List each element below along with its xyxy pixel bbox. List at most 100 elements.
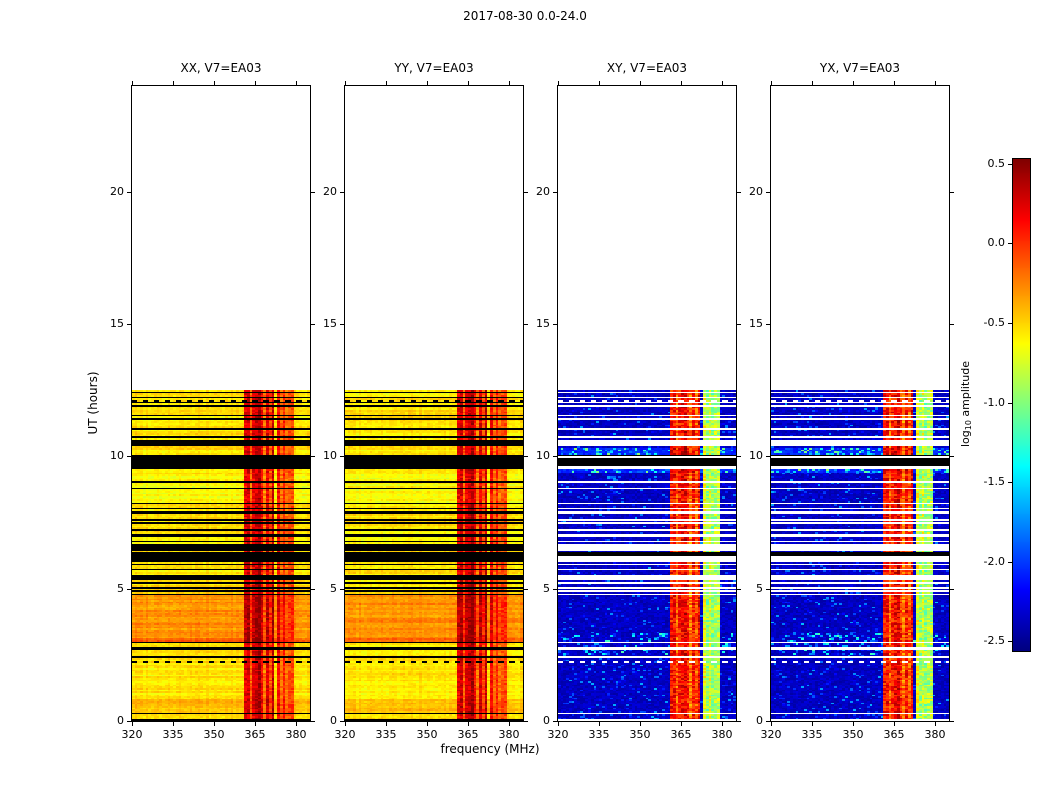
x-tick-mark: [640, 722, 641, 726]
y-tick-label: 20: [110, 185, 124, 198]
x-tick-label: 320: [121, 728, 143, 741]
colorbar-tick-label: -1.0: [983, 396, 1005, 409]
y-tick-mark: [127, 589, 131, 590]
x-tick-mark: [558, 722, 559, 726]
x-tick-label: 365: [457, 728, 479, 741]
y-tick-mark: [553, 456, 557, 457]
x-tick-label: 335: [375, 728, 397, 741]
y-tick-mark: [766, 721, 770, 722]
subplot-yy-axes: 320 335 350 365 380 0 5 10 15 20: [323, 81, 528, 741]
y-tick-mark: [127, 456, 131, 457]
x-tick-mark: [599, 81, 600, 85]
y-tick-mark: [340, 456, 344, 457]
x-tick-label: 320: [760, 728, 782, 741]
colorbar-tick-label: -2.5: [983, 634, 1005, 647]
y-tick-mark: [553, 721, 557, 722]
y-tick-label: 5: [330, 582, 337, 595]
y-tick-mark: [311, 324, 315, 325]
y-tick-label: 10: [323, 449, 337, 462]
x-tick-mark: [255, 722, 256, 726]
x-tick-mark: [173, 722, 174, 726]
x-tick-mark: [132, 722, 133, 726]
x-tick-mark: [812, 81, 813, 85]
colorbar-tick-label: 0.5: [987, 157, 1006, 170]
y-tick-mark: [950, 721, 954, 722]
x-tick-mark: [935, 81, 936, 85]
x-tick-label: 335: [162, 728, 184, 741]
x-tick-mark: [681, 722, 682, 726]
colorbar-label-sub: 10: [964, 420, 973, 431]
y-tick-label: 5: [117, 582, 124, 595]
x-tick-mark: [427, 722, 428, 726]
y-tick-mark: [737, 456, 741, 457]
colorbar-tick-mark: [1008, 641, 1012, 642]
x-tick-mark: [468, 81, 469, 85]
x-tick-mark: [853, 81, 854, 85]
x-tick-mark: [345, 722, 346, 726]
x-tick-label: 320: [334, 728, 356, 741]
y-tick-mark: [553, 324, 557, 325]
y-tick-mark: [950, 192, 954, 193]
y-tick-mark: [524, 721, 528, 722]
y-tick-mark: [950, 456, 954, 457]
colorbar-label: log10 amplitude: [959, 361, 973, 447]
y-tick-mark: [766, 456, 770, 457]
subplot-yx-heatmap: [771, 390, 949, 721]
y-tick-label: 20: [749, 185, 763, 198]
y-tick-label: 15: [323, 317, 337, 330]
x-tick-mark: [296, 81, 297, 85]
x-tick-mark: [214, 722, 215, 726]
subplot-xy-heatmap: [558, 390, 736, 721]
subplot-yy-title: YY, V7=EA03: [394, 61, 474, 75]
colorbar-tick-mark: [1008, 403, 1012, 404]
figure-title: 2017-08-30 0.0-24.0: [463, 9, 587, 23]
x-tick-mark: [509, 722, 510, 726]
y-tick-mark: [524, 324, 528, 325]
x-tick-mark: [894, 81, 895, 85]
x-tick-label: 380: [498, 728, 520, 741]
y-tick-label: 10: [749, 449, 763, 462]
y-tick-mark: [553, 589, 557, 590]
y-tick-mark: [340, 589, 344, 590]
x-tick-mark: [132, 81, 133, 85]
colorbar-label-post: amplitude: [959, 360, 972, 421]
x-tick-label: 350: [629, 728, 651, 741]
x-tick-label: 380: [924, 728, 946, 741]
x-tick-mark: [345, 81, 346, 85]
x-tick-mark: [386, 81, 387, 85]
x-tick-label: 350: [416, 728, 438, 741]
y-tick-label: 5: [543, 582, 550, 595]
y-tick-mark: [311, 456, 315, 457]
subplot-xx: XX, V7=EA03 320 335 350 365 380 0 5 10 15 20: [110, 61, 315, 741]
x-tick-mark: [214, 81, 215, 85]
x-tick-label: 365: [670, 728, 692, 741]
y-tick-mark: [737, 324, 741, 325]
x-tick-mark: [853, 722, 854, 726]
y-tick-mark: [766, 192, 770, 193]
subplot-xy-title: XY, V7=EA03: [606, 61, 688, 75]
y-tick-mark: [553, 192, 557, 193]
colorbar-tick-mark: [1008, 164, 1012, 165]
x-tick-mark: [468, 722, 469, 726]
y-tick-mark: [340, 324, 344, 325]
x-tick-mark: [599, 722, 600, 726]
subplot-xx-title: XX, V7=EA03: [180, 61, 262, 75]
colorbar-tick-mark: [1008, 482, 1012, 483]
x-tick-mark: [558, 81, 559, 85]
subplot-yy: YY, V7=EA03 320 335 350 365 380 0 5 10 15 20: [323, 61, 528, 741]
y-tick-mark: [737, 721, 741, 722]
x-tick-label: 335: [801, 728, 823, 741]
colorbar-gradient: [1013, 159, 1030, 651]
colorbar-tick-label: -1.5: [983, 475, 1005, 488]
colorbar: 0.5 0.0 -0.5 -1.0 -1.5 -2.0 -2.5: [984, 157, 1031, 652]
subplot-yx-axes: 320 335 350 365 380 0 5 10 15 20: [749, 81, 954, 741]
subplot-xy-axes: 320 335 350 365 380 0 5 10 15 20: [536, 81, 741, 741]
colorbar-label-pre: log: [959, 430, 972, 448]
y-tick-mark: [311, 589, 315, 590]
x-tick-mark: [173, 81, 174, 85]
x-tick-label: 380: [285, 728, 307, 741]
x-tick-label: 365: [244, 728, 266, 741]
colorbar-tick-label: -0.5: [983, 316, 1005, 329]
y-tick-label: 15: [536, 317, 550, 330]
